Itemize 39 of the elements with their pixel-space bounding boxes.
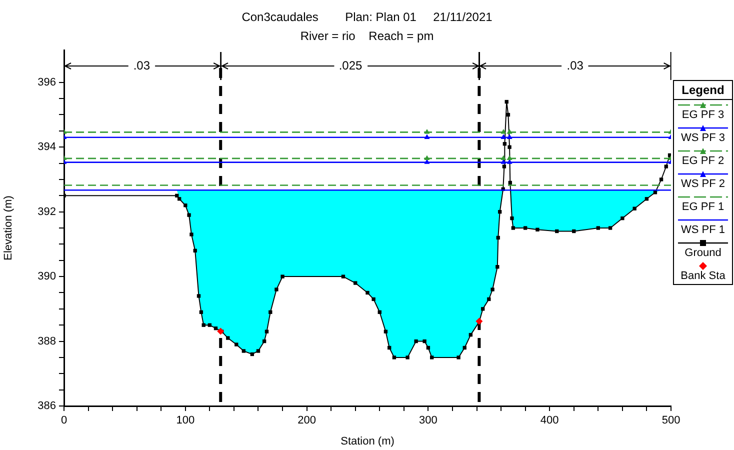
x-tick-label: 200: [298, 414, 316, 427]
point: [500, 155, 506, 160]
x-tick-label: 300: [419, 414, 438, 427]
y-tick-label: 386: [38, 400, 56, 412]
y-tick-label: 396: [38, 76, 56, 88]
point: [424, 155, 430, 160]
x-tick-label: 400: [540, 414, 559, 427]
y-tick-label: 392: [38, 206, 56, 218]
point: [506, 134, 512, 139]
annotation: .025: [338, 58, 363, 72]
legend-label: EG PF 2: [680, 155, 726, 167]
point: [506, 155, 512, 160]
y-tick-label: 390: [38, 270, 56, 283]
legend-label: EG PF 1: [680, 201, 726, 213]
point: [424, 129, 430, 134]
y-axis-title: Elevation (m): [2, 196, 15, 260]
point: [500, 134, 506, 139]
point: [424, 134, 430, 139]
y-tick-label: 394: [38, 141, 56, 154]
x-tick-label: 100: [176, 414, 195, 427]
annotation: .03: [133, 58, 150, 72]
point: [217, 328, 224, 335]
legend-title: Legend: [674, 81, 732, 100]
legend-label: WS PF 3: [680, 132, 726, 144]
point: [500, 129, 506, 134]
point: [476, 318, 483, 325]
annotation: .03: [566, 58, 584, 72]
legend-label: EG PF 3: [680, 109, 726, 121]
legend-label: WS PF 2: [680, 178, 726, 190]
legend-label: Ground: [684, 247, 722, 259]
chart-subtitle: River = rio Reach = pm: [300, 29, 434, 43]
x-axis-title: Station (m): [340, 435, 394, 448]
x-tick-label: 500: [662, 414, 680, 427]
legend-label: Bank Sta: [680, 270, 726, 282]
y-tick-label: 388: [38, 335, 56, 348]
point: [506, 129, 512, 134]
legend-label: WS PF 1: [680, 224, 726, 236]
chart-title: Con3caudales Plan: Plan 01 21/11/2021: [242, 10, 493, 24]
x-tick-label: 0: [60, 414, 68, 427]
